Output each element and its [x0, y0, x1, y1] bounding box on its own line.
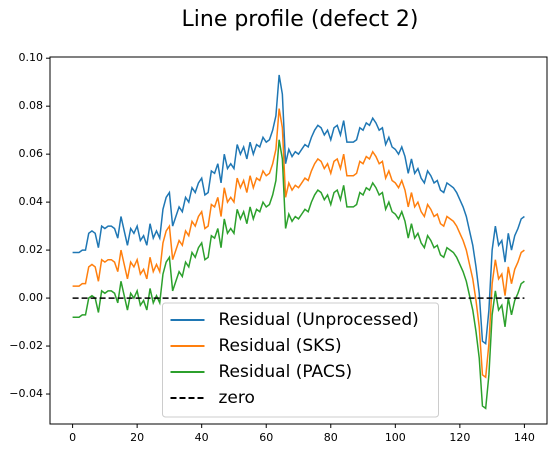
- y-tick-label: 0.02: [19, 243, 44, 256]
- x-tick-label: 60: [259, 431, 273, 444]
- series-line: [72, 74, 525, 346]
- legend-label: Residual (Unprocessed): [219, 310, 419, 330]
- legend-label: Residual (SKS): [219, 336, 342, 356]
- y-tick-label: 0.10: [19, 51, 44, 64]
- series-line: [72, 108, 525, 379]
- y-tick-label: 0.00: [19, 291, 44, 304]
- y-tick-label: 0.04: [19, 195, 44, 208]
- x-tick-label: 0: [69, 431, 76, 444]
- y-tick-label: 0.06: [19, 147, 44, 160]
- y-tick-label: −0.02: [9, 339, 43, 352]
- x-tick-label: 40: [195, 431, 209, 444]
- y-tick-label: 0.08: [19, 99, 44, 112]
- legend-label: zero: [219, 388, 255, 408]
- chart-title: Line profile (defect 2): [182, 7, 419, 32]
- plot-frame: [49, 56, 548, 425]
- legend-label: Residual (PACS): [219, 362, 353, 382]
- y-tick-label: −0.04: [9, 387, 43, 400]
- x-tick-label: 80: [324, 431, 338, 444]
- x-tick-label: 100: [385, 431, 406, 444]
- legend-box: [162, 302, 439, 418]
- x-tick-label: 20: [130, 431, 144, 444]
- series-line: [72, 139, 525, 410]
- x-tick-label: 140: [514, 431, 535, 444]
- x-tick-label: 120: [449, 431, 470, 444]
